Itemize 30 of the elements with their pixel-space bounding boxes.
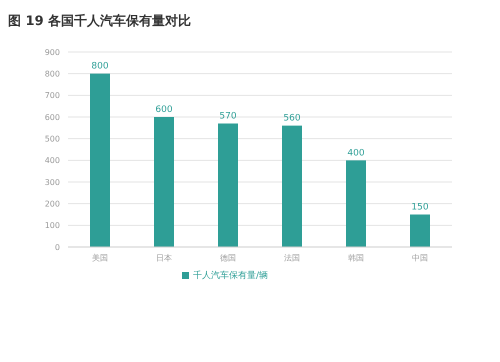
legend-label: 千人汽车保有量/辆 xyxy=(192,271,268,281)
y-tick-label: 400 xyxy=(44,156,60,166)
data-label: 800 xyxy=(91,62,109,72)
x-tick-label: 德国 xyxy=(220,254,236,263)
y-tick-label: 800 xyxy=(44,70,60,79)
data-label: 570 xyxy=(219,112,237,122)
bar xyxy=(282,126,302,247)
data-label: 600 xyxy=(155,105,173,115)
data-label: 150 xyxy=(411,202,429,212)
bar xyxy=(154,117,174,247)
bar xyxy=(346,160,366,247)
y-tick-label: 100 xyxy=(44,221,60,230)
y-tick-label: 700 xyxy=(44,91,60,100)
bar xyxy=(410,214,430,247)
x-tick-label: 法国 xyxy=(284,254,300,263)
y-tick-label: 300 xyxy=(44,178,60,187)
chart-title: 图 19 各国千人汽车保有量对比 xyxy=(8,12,192,31)
x-tick-label: 韩国 xyxy=(348,254,364,263)
data-label: 400 xyxy=(347,148,365,158)
x-tick-label: 美国 xyxy=(92,254,108,263)
y-tick-label: 500 xyxy=(44,134,60,144)
data-label: 560 xyxy=(283,114,301,124)
y-tick-label: 900 xyxy=(44,48,60,57)
bar xyxy=(90,74,110,247)
y-tick-label: 200 xyxy=(44,200,60,209)
y-tick-label: 600 xyxy=(44,112,60,122)
x-tick-label: 日本 xyxy=(156,254,172,263)
y-tick-label: 0 xyxy=(54,242,60,252)
bar xyxy=(218,124,238,247)
x-tick-label: 中国 xyxy=(412,254,428,263)
